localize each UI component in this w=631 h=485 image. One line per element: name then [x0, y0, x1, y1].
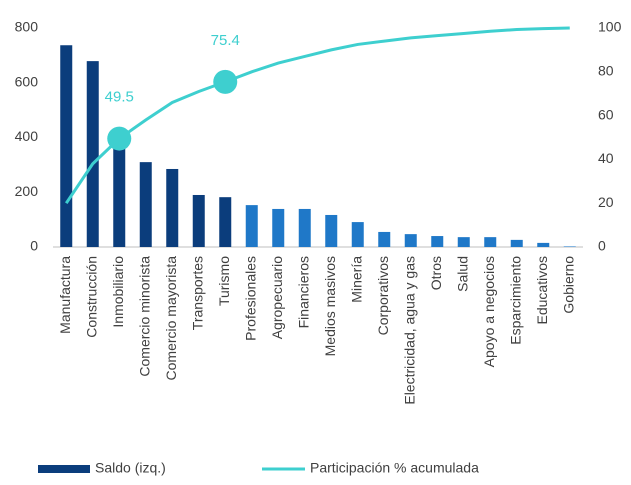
data-label: 49.5 — [105, 89, 134, 106]
x-tick-label: Agropecuario — [269, 256, 285, 339]
bar — [245, 205, 258, 247]
x-tick-label: Apoyo a negocios — [481, 256, 497, 367]
bar — [325, 214, 338, 247]
x-tick-label: Profesionales — [242, 256, 258, 341]
x-tick-label: Corporativos — [375, 256, 391, 335]
y2-tick-label: 80 — [598, 63, 614, 79]
bar — [192, 194, 205, 247]
y2-tick-label: 20 — [598, 194, 614, 210]
bar — [431, 236, 444, 247]
x-tick-label: Electricidad, agua y gas — [401, 256, 417, 405]
bar — [219, 197, 232, 247]
y-tick-label: 200 — [15, 183, 39, 199]
x-tick-label: Gobierno — [560, 256, 576, 314]
legend-label: Saldo (izq.) — [95, 460, 166, 476]
y2-tick-label: 60 — [598, 106, 614, 122]
x-tick-label: Inmobiliario — [110, 256, 126, 328]
bar — [510, 239, 523, 247]
x-tick-label: Comercio mayorista — [163, 256, 179, 381]
legend-swatch — [38, 465, 90, 473]
y2-tick-label: 40 — [598, 150, 614, 166]
highlight-marker — [107, 126, 132, 151]
y-tick-label: 0 — [30, 238, 38, 254]
bar — [404, 234, 417, 247]
x-tick-label: Educativos — [534, 256, 550, 324]
x-tick-label: Medios masivos — [322, 256, 338, 356]
bar — [139, 162, 152, 247]
x-tick-label: Otros — [428, 256, 444, 290]
x-tick-label: Manufactura — [57, 256, 73, 334]
x-tick-label: Minería — [348, 256, 364, 303]
bar — [351, 222, 364, 247]
x-tick-label: Transportes — [189, 256, 205, 330]
x-tick-label: Comercio minorista — [136, 256, 152, 377]
bar — [272, 208, 285, 247]
bar — [298, 208, 311, 247]
x-tick-label: Salud — [454, 256, 470, 292]
y-tick-label: 400 — [15, 128, 39, 144]
bar — [378, 231, 391, 247]
x-tick-label: Turismo — [216, 256, 232, 306]
y-tick-label: 600 — [15, 73, 39, 89]
bar — [86, 61, 99, 247]
x-tick-label: Financieros — [295, 256, 311, 328]
bar — [60, 45, 73, 248]
y-tick-label: 800 — [15, 19, 39, 35]
bar — [457, 237, 470, 247]
y2-tick-label: 0 — [598, 238, 606, 254]
data-label: 75.4 — [211, 32, 240, 49]
x-tick-label: Construcción — [83, 256, 99, 338]
bar — [563, 246, 576, 247]
legend-label: Participación % acumulada — [310, 460, 479, 476]
x-tick-label: Esparcimiento — [507, 256, 523, 345]
highlight-marker — [213, 69, 238, 94]
bar — [484, 237, 497, 247]
bar — [113, 142, 126, 247]
bar — [166, 168, 179, 247]
line — [65, 26, 570, 205]
bar — [537, 242, 550, 247]
y2-tick-label: 100 — [598, 19, 622, 35]
